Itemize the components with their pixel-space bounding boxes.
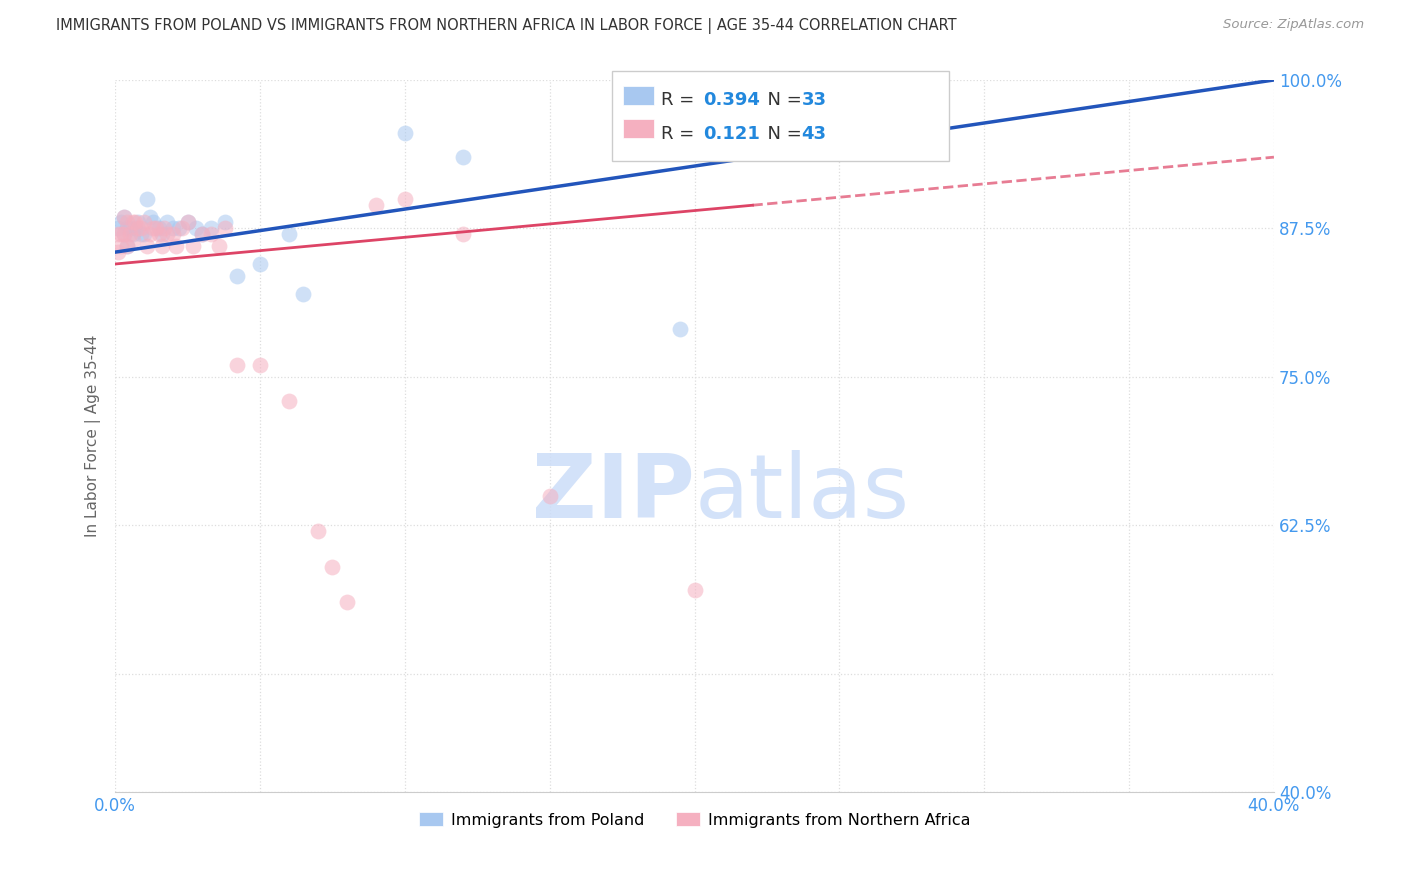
Text: atlas: atlas — [695, 450, 910, 537]
Point — [176, 215, 198, 229]
Point — [110, 215, 132, 229]
Point — [683, 583, 706, 598]
Point — [538, 488, 561, 502]
Point — [394, 192, 416, 206]
Point — [170, 221, 193, 235]
Point — [115, 239, 138, 253]
Point — [107, 227, 129, 242]
Point — [115, 239, 138, 253]
Point — [127, 221, 149, 235]
Point — [139, 227, 162, 242]
Point — [307, 524, 329, 538]
Point — [148, 221, 170, 235]
Point — [136, 239, 159, 253]
Y-axis label: In Labor Force | Age 35-44: In Labor Force | Age 35-44 — [86, 335, 101, 537]
Point — [225, 358, 247, 372]
Text: IMMIGRANTS FROM POLAND VS IMMIGRANTS FROM NORTHERN AFRICA IN LABOR FORCE | AGE 3: IMMIGRANTS FROM POLAND VS IMMIGRANTS FRO… — [56, 18, 957, 34]
Point — [214, 221, 236, 235]
Point — [278, 393, 301, 408]
Point — [165, 239, 187, 253]
Point — [136, 192, 159, 206]
Point — [129, 221, 152, 235]
Point — [451, 150, 474, 164]
Point — [364, 197, 387, 211]
Legend: Immigrants from Poland, Immigrants from Northern Africa: Immigrants from Poland, Immigrants from … — [412, 805, 977, 834]
Point — [249, 358, 271, 372]
Text: R =: R = — [661, 125, 706, 143]
Point — [121, 227, 143, 242]
Text: N =: N = — [756, 91, 808, 109]
Point — [278, 227, 301, 242]
Point — [183, 239, 205, 253]
Point — [124, 221, 146, 235]
Point — [124, 215, 146, 229]
Point — [200, 221, 222, 235]
Point — [336, 595, 359, 609]
Point — [208, 239, 231, 253]
Point — [107, 221, 129, 235]
Point — [191, 227, 214, 242]
Point — [142, 215, 165, 229]
Point — [756, 91, 779, 105]
Point — [150, 227, 173, 242]
Point — [134, 227, 156, 242]
Point — [162, 221, 184, 235]
Point — [112, 227, 135, 242]
Point — [139, 210, 162, 224]
Point — [110, 239, 132, 253]
Point — [150, 239, 173, 253]
Point — [115, 215, 138, 229]
Point — [118, 221, 141, 235]
Text: N =: N = — [756, 125, 808, 143]
Point — [156, 227, 179, 242]
Point — [148, 227, 170, 242]
Point — [200, 227, 222, 242]
Text: ZIP: ZIP — [531, 450, 695, 537]
Point — [451, 227, 474, 242]
Point — [249, 257, 271, 271]
Text: 43: 43 — [801, 125, 827, 143]
Point — [145, 221, 167, 235]
Text: 33: 33 — [801, 91, 827, 109]
Point — [118, 227, 141, 242]
Point — [153, 221, 176, 235]
Text: R =: R = — [661, 91, 700, 109]
Text: Source: ZipAtlas.com: Source: ZipAtlas.com — [1223, 18, 1364, 31]
Point — [669, 322, 692, 336]
Point — [186, 221, 208, 235]
Point — [115, 221, 138, 235]
Point — [191, 227, 214, 242]
Point — [112, 210, 135, 224]
Point — [134, 215, 156, 229]
Point — [176, 215, 198, 229]
Point — [292, 286, 315, 301]
Point — [162, 227, 184, 242]
Point — [167, 221, 190, 235]
Point — [321, 559, 343, 574]
Point — [127, 215, 149, 229]
Point — [112, 210, 135, 224]
Point — [110, 227, 132, 242]
Point — [156, 215, 179, 229]
Point — [121, 215, 143, 229]
Point — [142, 221, 165, 235]
Point — [225, 268, 247, 283]
Text: 0.121: 0.121 — [703, 125, 759, 143]
Text: 0.394: 0.394 — [703, 91, 759, 109]
Point — [394, 127, 416, 141]
Point — [107, 245, 129, 260]
Point — [129, 227, 152, 242]
Point — [121, 233, 143, 247]
Point — [214, 215, 236, 229]
Point — [112, 227, 135, 242]
